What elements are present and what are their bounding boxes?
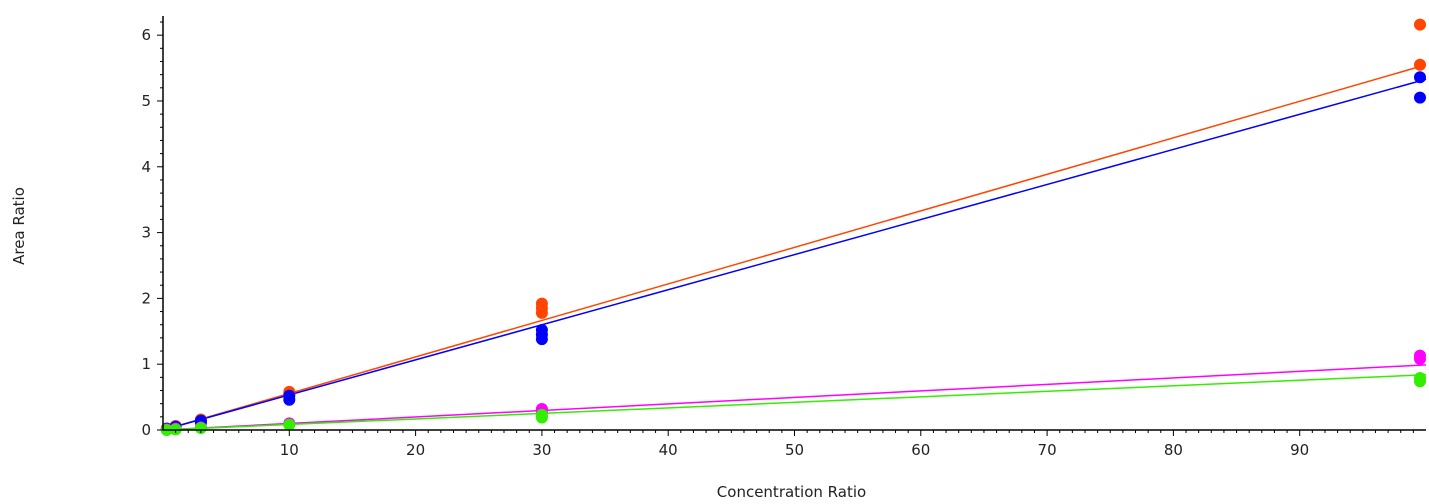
x-tick-label: 20: [406, 441, 425, 459]
x-tick-label: 80: [1164, 441, 1183, 459]
data-point-series-1: [1414, 18, 1426, 31]
data-point-series-3: [1414, 352, 1426, 365]
data-point-series-2: [1414, 71, 1426, 84]
y-tick-label: 6: [141, 26, 151, 44]
data-point-series-2: [535, 333, 548, 346]
data-point-series-4: [283, 418, 296, 431]
data-point-series-1: [1414, 58, 1426, 71]
fit-line-3: [162, 364, 1427, 431]
data-point-series-4: [194, 422, 207, 435]
data-point-series-4: [1414, 375, 1426, 388]
x-tick-label: 70: [1038, 441, 1057, 459]
y-tick-label: 4: [141, 158, 151, 176]
data-points: [160, 18, 1426, 436]
y-ticks: 0 1 2 3 4 5 6: [141, 21, 163, 439]
data-point-series-2: [283, 393, 296, 406]
y-tick-label: 5: [141, 92, 151, 110]
fit-line-1: [162, 64, 1427, 431]
x-tick-label: 90: [1290, 441, 1309, 459]
x-tick-label: 50: [785, 441, 804, 459]
data-point-series-4: [535, 411, 548, 424]
fit-line-4: [162, 373, 1427, 431]
x-ticks: 10 20 30 40 50 60 70 80 90: [175, 430, 1414, 459]
y-tick-label: 2: [141, 289, 151, 307]
y-axis-title: Area Ratio: [10, 187, 28, 265]
x-tick-label: 10: [280, 441, 299, 459]
x-tick-label: 40: [659, 441, 678, 459]
data-point-series-1: [535, 306, 548, 319]
data-point-series-2: [1414, 91, 1426, 104]
y-tick-label: 3: [141, 224, 151, 242]
fit-line-2: [162, 78, 1427, 431]
x-axis-title: Concentration Ratio: [717, 483, 866, 501]
y-tick-label: 0: [141, 421, 151, 439]
y-tick-label: 1: [141, 355, 151, 373]
x-tick-label: 30: [532, 441, 551, 459]
fit-lines: [162, 64, 1427, 431]
x-tick-label: 60: [911, 441, 930, 459]
axes: 10 20 30 40 50 60 70 80 90 0 1 2 3 4 5 6: [141, 16, 1426, 459]
